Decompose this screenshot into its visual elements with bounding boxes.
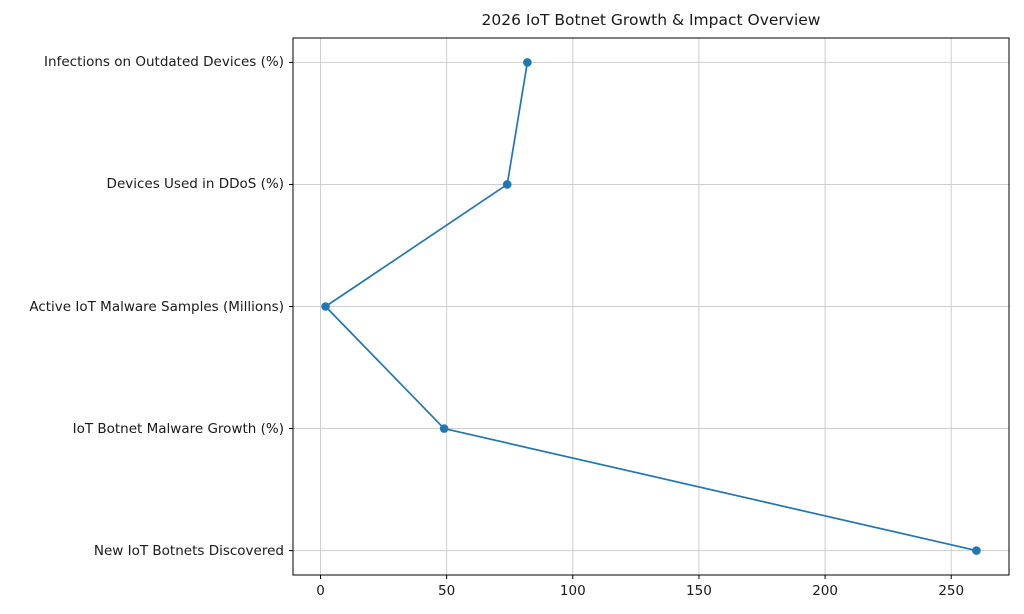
y-tick-label: Infections on Outdated Devices (%)	[44, 54, 284, 71]
y-tick-label: IoT Botnet Malware Growth (%)	[72, 420, 284, 437]
x-tick-label: 50	[438, 583, 456, 599]
data-point	[439, 424, 449, 433]
x-tick-label: 0	[316, 583, 325, 599]
x-tick-label: 250	[938, 583, 965, 599]
data-point	[502, 180, 512, 189]
x-tick-label: 200	[812, 583, 838, 599]
data-point	[972, 546, 981, 555]
y-tick-label: Devices Used in DDoS (%)	[106, 176, 284, 193]
x-tick-label: 100	[559, 583, 586, 599]
y-tick-label: New IoT Botnets Discovered	[93, 542, 284, 559]
x-tick-label: 150	[686, 583, 712, 599]
chart-title: 2026 IoT Botnet Growth & Impact Overview	[481, 11, 821, 29]
data-point	[523, 58, 532, 67]
data-point	[321, 302, 330, 311]
y-tick-label: Active IoT Malware Samples (Millions)	[29, 298, 284, 315]
